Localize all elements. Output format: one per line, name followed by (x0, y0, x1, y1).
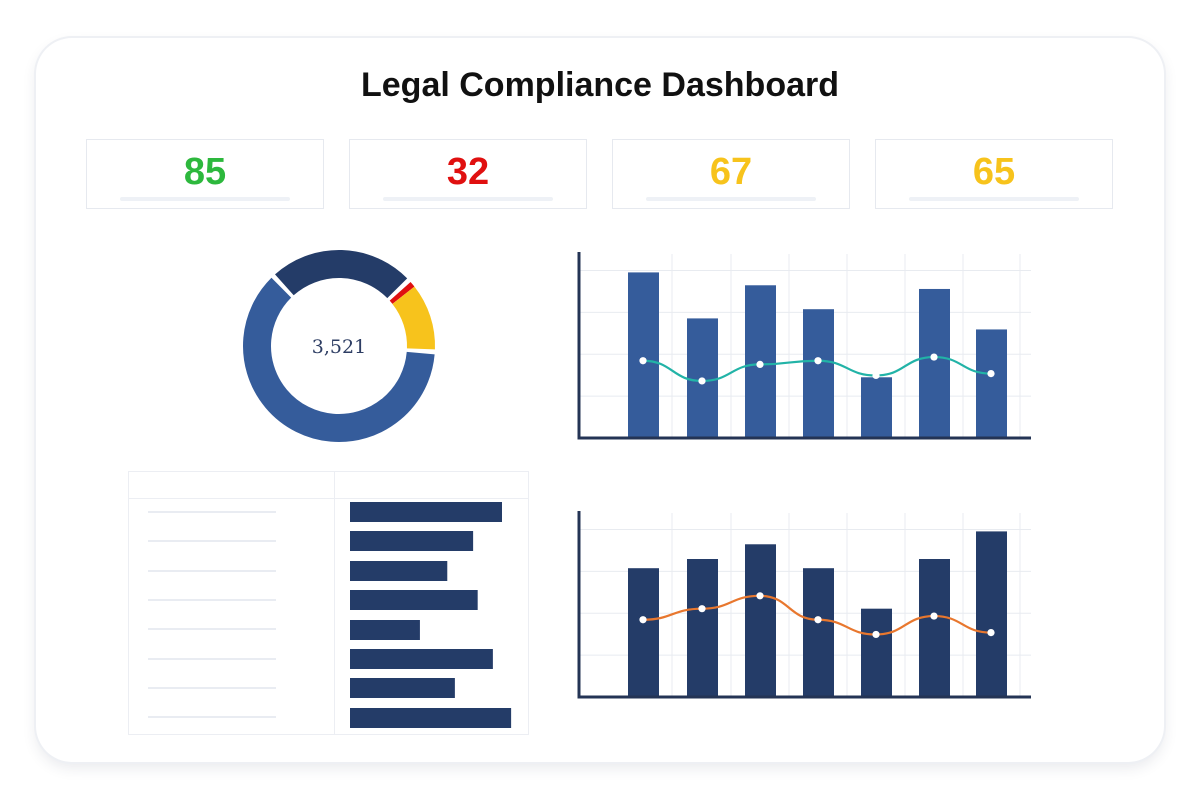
bar-chart-top[interactable] (577, 252, 1032, 440)
bar-5[interactable] (861, 377, 892, 438)
bar-2[interactable] (687, 559, 718, 697)
hbar-5[interactable] (350, 620, 420, 640)
kpi-card-3[interactable]: 67 (612, 139, 850, 209)
trend-point-5[interactable] (872, 630, 880, 639)
kpi-card-4[interactable]: 65 (875, 139, 1113, 209)
table-row-placeholder (148, 540, 276, 542)
table-row-placeholder (148, 511, 276, 513)
bar-chart-bottom[interactable] (577, 511, 1032, 699)
trend-point-6[interactable] (930, 353, 938, 361)
donut-slice-2[interactable] (223, 230, 455, 462)
trend-point-1[interactable] (639, 616, 647, 624)
table-row-placeholder (148, 570, 276, 572)
trend-point-3[interactable] (756, 360, 764, 368)
trend-point-4[interactable] (814, 616, 822, 624)
table-row-placeholder (148, 599, 276, 601)
trend-point-2[interactable] (698, 605, 706, 613)
kpi-progress-track (120, 197, 290, 201)
bar-1[interactable] (628, 272, 659, 438)
bar-5[interactable] (861, 608, 892, 697)
donut-center-label: 3,521 (312, 336, 366, 358)
bar-3[interactable] (745, 544, 776, 697)
table-row-placeholder (148, 658, 276, 660)
hbar-2[interactable] (350, 531, 474, 551)
kpi-progress-track (909, 197, 1079, 201)
table-header (129, 472, 528, 499)
kpi-value: 65 (972, 151, 1016, 193)
hbar-4[interactable] (350, 590, 478, 610)
table-row-placeholder (148, 716, 276, 718)
kpi-card-1[interactable]: 85 (86, 139, 324, 209)
horizontal-bar-chart[interactable] (350, 502, 512, 728)
bar-4[interactable] (803, 309, 834, 438)
kpi-value: 32 (446, 151, 490, 193)
table-column-divider (334, 472, 335, 734)
hbar-1[interactable] (350, 502, 502, 522)
bar-6[interactable] (919, 288, 950, 438)
trend-point-2[interactable] (698, 377, 706, 385)
table-row-placeholder (148, 628, 276, 630)
kpi-progress-track (646, 197, 816, 201)
kpi-card-2[interactable]: 32 (349, 139, 587, 209)
trend-point-5[interactable] (872, 371, 880, 380)
kpi-value: 85 (183, 151, 227, 193)
trend-point-7[interactable] (987, 629, 995, 637)
donut-slice-3[interactable] (223, 230, 455, 462)
bar-7[interactable] (976, 329, 1007, 438)
donut-slice-1[interactable] (243, 250, 435, 442)
bar-4[interactable] (803, 568, 834, 697)
trend-point-7[interactable] (987, 370, 995, 378)
bar-1[interactable] (628, 568, 659, 697)
trend-point-1[interactable] (639, 357, 647, 365)
kpi-value: 67 (709, 151, 753, 193)
hbar-8[interactable] (350, 708, 512, 728)
hbar-6[interactable] (350, 649, 493, 669)
page-title: Legal Compliance Dashboard (361, 66, 839, 104)
trend-point-4[interactable] (814, 357, 822, 365)
trend-point-3[interactable] (756, 592, 764, 600)
donut-chart[interactable]: 3,521 (223, 230, 455, 462)
hbar-7[interactable] (350, 678, 455, 698)
hbar-3[interactable] (350, 561, 448, 581)
table-row-placeholder (148, 687, 276, 689)
trend-point-6[interactable] (930, 612, 938, 620)
donut-slice-4[interactable] (224, 231, 454, 461)
kpi-progress-track (383, 197, 553, 201)
bar-7[interactable] (976, 531, 1007, 697)
bar-6[interactable] (919, 559, 950, 697)
